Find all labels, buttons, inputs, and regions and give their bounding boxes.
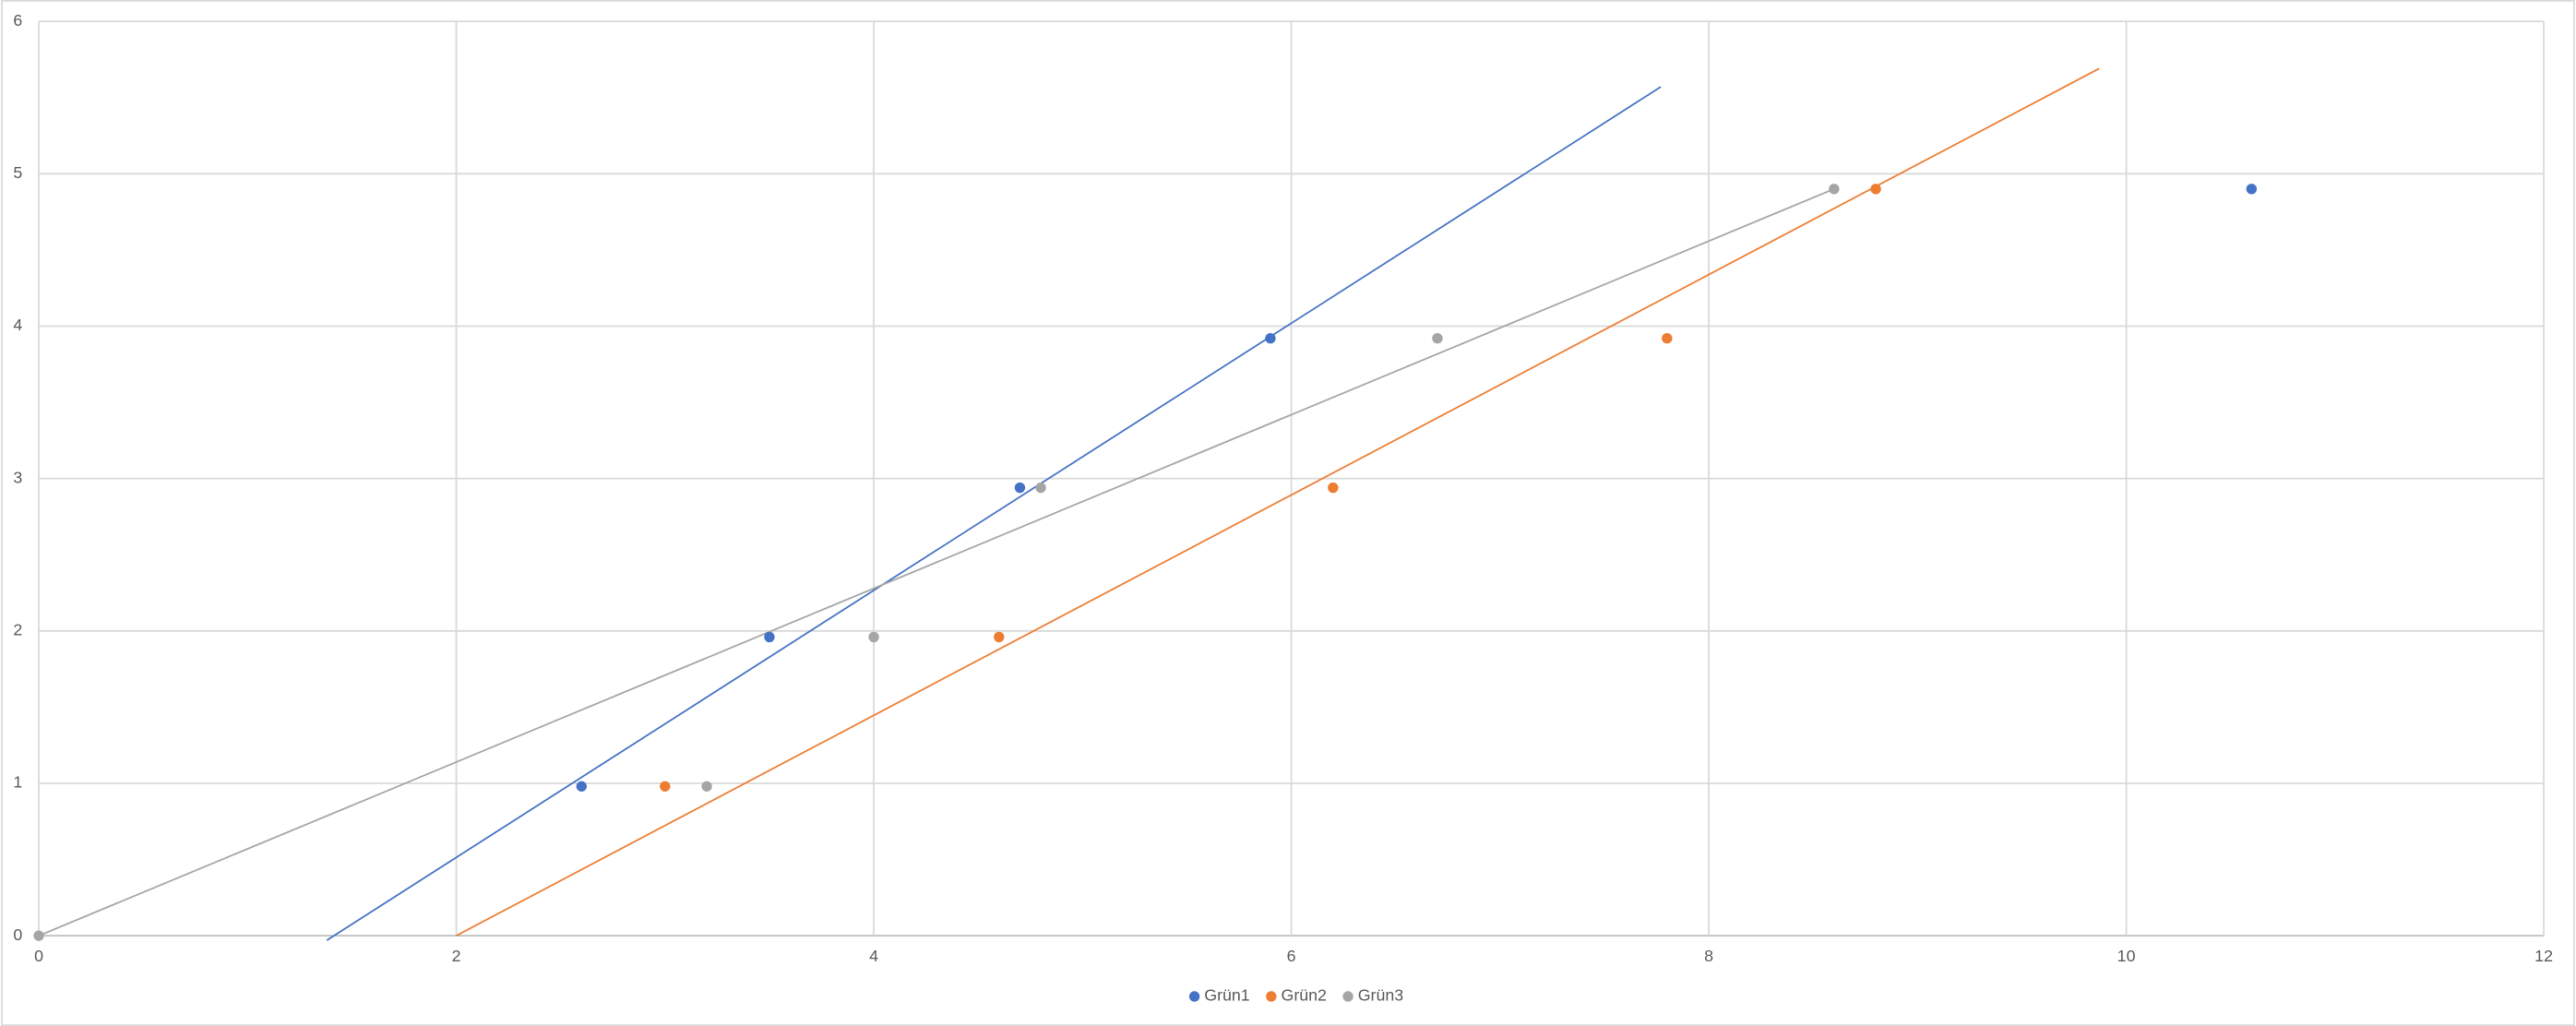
point [576, 781, 587, 792]
point [1829, 184, 1840, 195]
y-tick-label: 6 [13, 11, 22, 30]
y-tick-label: 2 [13, 621, 22, 639]
x-tick-label: 12 [2534, 947, 2553, 965]
x-tick-label: 6 [1287, 947, 1296, 965]
x-tick-label: 4 [869, 947, 878, 965]
legend-marker [1188, 991, 1200, 1002]
legend-marker [1342, 991, 1354, 1002]
legend-marker [1266, 991, 1277, 1002]
point [1662, 332, 1673, 344]
point [1014, 482, 1026, 494]
trendline [326, 86, 1662, 941]
y-tick-label: 4 [13, 316, 22, 334]
trendline [38, 187, 1835, 937]
trendline [456, 67, 2100, 937]
legend-label: Grün2 [1281, 986, 1326, 1005]
point [1035, 482, 1046, 494]
x-tick-label: 0 [34, 947, 43, 965]
x-tick-label: 8 [1704, 947, 1713, 965]
y-tick-label: 5 [13, 163, 22, 182]
point [1265, 332, 1276, 344]
point [2246, 184, 2258, 195]
point [701, 781, 712, 792]
point [1870, 184, 1881, 195]
legend-label: Grün1 [1204, 986, 1250, 1005]
point [33, 930, 44, 941]
y-tick-label: 0 [13, 925, 22, 944]
x-tick-label: 10 [2117, 947, 2136, 965]
point [1432, 332, 1443, 344]
x-tick-label: 2 [452, 947, 461, 965]
point [660, 781, 671, 792]
y-tick-label: 3 [13, 468, 22, 486]
point [1328, 482, 1339, 494]
point [764, 631, 775, 643]
y-tick-label: 1 [13, 773, 22, 792]
point [994, 631, 1005, 643]
legend-label: Grün3 [1358, 986, 1404, 1005]
point [868, 631, 879, 643]
